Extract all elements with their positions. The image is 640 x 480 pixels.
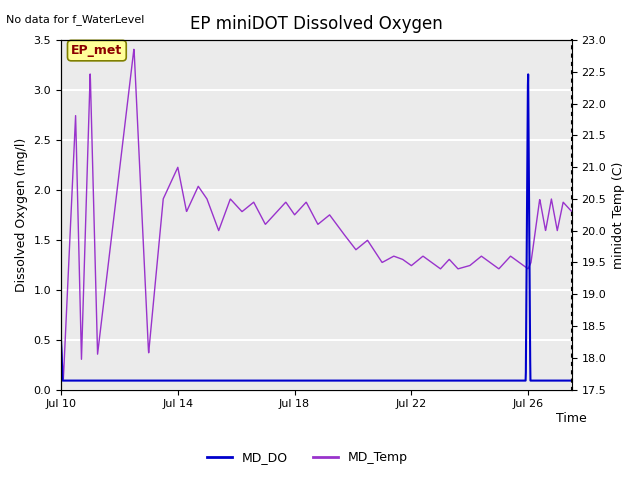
Legend: MD_DO, MD_Temp: MD_DO, MD_Temp bbox=[202, 446, 413, 469]
Title: EP miniDOT Dissolved Oxygen: EP miniDOT Dissolved Oxygen bbox=[190, 15, 443, 33]
Text: EP_met: EP_met bbox=[71, 44, 122, 57]
Y-axis label: minidot Temp (C): minidot Temp (C) bbox=[612, 161, 625, 268]
Text: No data for f_WaterLevel: No data for f_WaterLevel bbox=[6, 14, 145, 25]
Y-axis label: Dissolved Oxygen (mg/l): Dissolved Oxygen (mg/l) bbox=[15, 138, 28, 292]
X-axis label: Time: Time bbox=[556, 412, 588, 425]
